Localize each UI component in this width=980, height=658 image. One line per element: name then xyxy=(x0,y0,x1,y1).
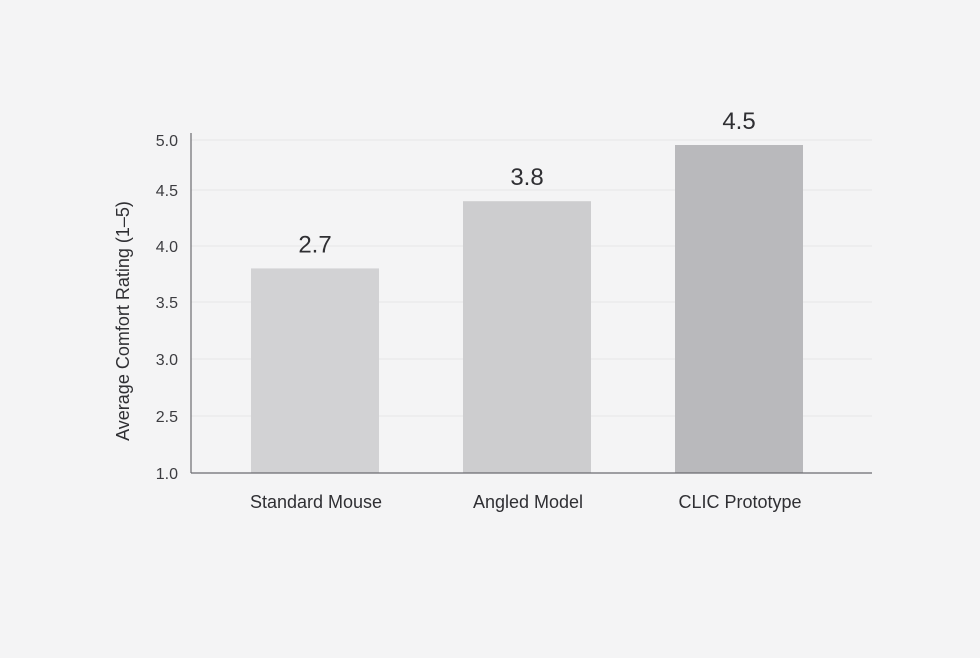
data-labels: 2.7 3.8 4.5 xyxy=(298,108,755,258)
y-tick-label: 4.0 xyxy=(156,239,178,256)
x-tick-label: CLIC Prototype xyxy=(678,492,801,512)
data-label: 3.8 xyxy=(510,164,543,191)
y-tick-label: 3.5 xyxy=(156,295,178,312)
x-tick-label: Standard Mouse xyxy=(250,492,382,512)
y-tick-labels: 1.0 2.5 3.0 3.5 4.0 4.5 5.0 xyxy=(156,133,178,483)
y-tick-label: 5.0 xyxy=(156,133,178,150)
data-label: 4.5 xyxy=(722,108,755,135)
bar xyxy=(463,201,591,473)
x-tick-label: Angled Model xyxy=(473,492,583,512)
axes xyxy=(190,133,872,474)
y-tick-label: 4.5 xyxy=(156,183,178,200)
bar xyxy=(251,268,379,473)
y-axis-label: Average Comfort Rating (1–5) xyxy=(113,201,133,441)
y-tick-label: 1.0 xyxy=(156,466,178,483)
bar xyxy=(675,145,803,473)
y-tick-label: 2.5 xyxy=(156,409,178,426)
y-tick-label: 3.0 xyxy=(156,352,178,369)
data-label: 2.7 xyxy=(298,231,331,258)
x-tick-labels: Standard Mouse Angled Model CLIC Prototype xyxy=(250,492,802,512)
bars xyxy=(251,145,803,473)
